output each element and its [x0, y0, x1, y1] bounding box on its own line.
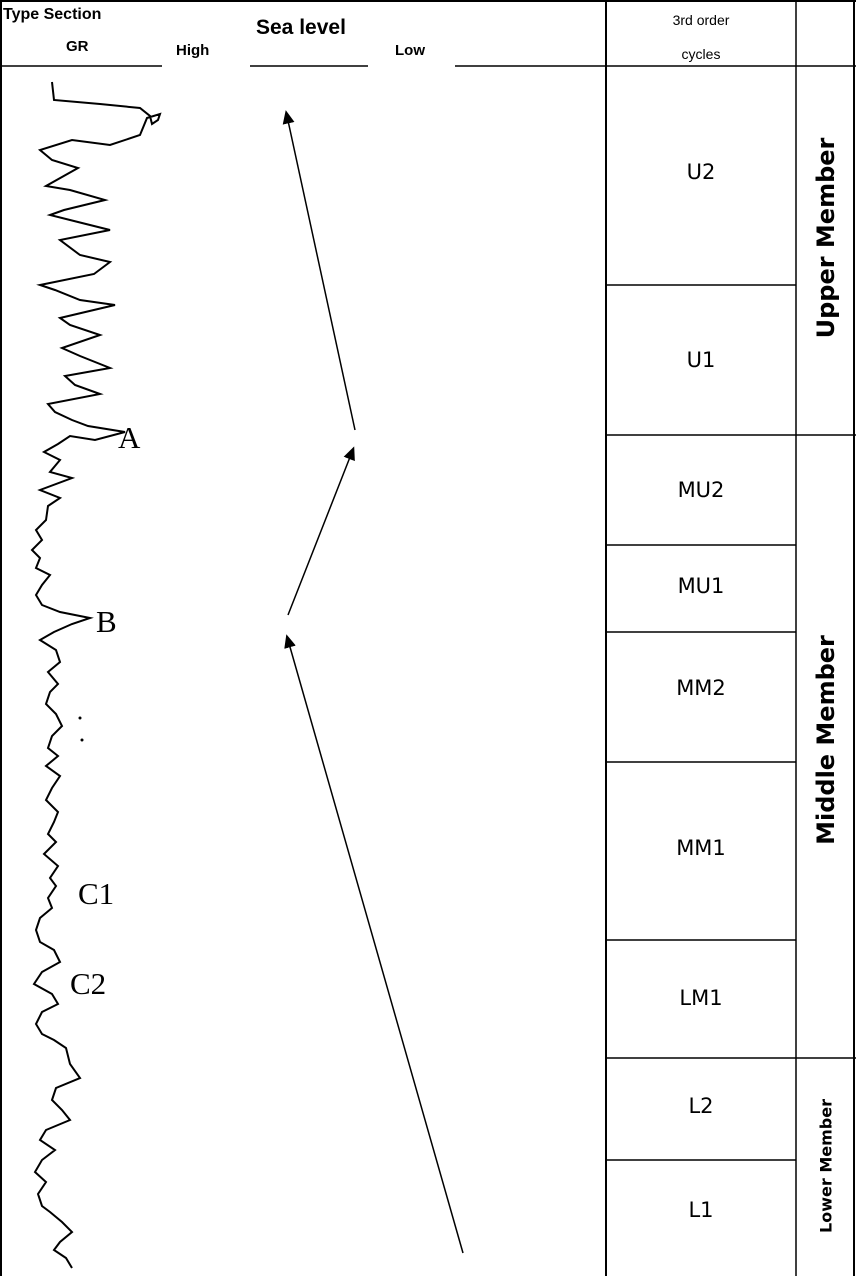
- cycles-header-line1: 3rd order: [672, 12, 730, 28]
- marker-a: A: [118, 420, 141, 455]
- sea-level-arrow-upper: [282, 110, 356, 431]
- type-section-label: Type Section: [3, 6, 102, 23]
- member-upper: Upper Member: [812, 137, 840, 339]
- cycles-header-line2: cycles: [681, 46, 721, 62]
- cycle-mm2: MM2: [676, 676, 726, 700]
- member-middle: Middle Member: [812, 635, 840, 845]
- cycle-lm1: LM1: [679, 986, 723, 1010]
- member-lower: Lower Member: [816, 1099, 836, 1233]
- sea-level-arrow-middle: [287, 446, 355, 616]
- low-label: Low: [395, 42, 425, 59]
- marker-b: B: [96, 604, 117, 639]
- cycle-l1: L1: [688, 1198, 714, 1222]
- cycle-mm1: MM1: [676, 836, 726, 860]
- sea-level-arrow-lower: [284, 634, 464, 1254]
- marker-c1: C1: [78, 876, 115, 911]
- marker-c2: C2: [70, 966, 107, 1001]
- sea-level-label: Sea level: [256, 16, 346, 39]
- gr-label: GR: [66, 38, 89, 55]
- cycle-mu1: MU1: [677, 574, 725, 598]
- cycle-l2: L2: [688, 1094, 714, 1118]
- cycle-mu2: MU2: [677, 478, 725, 502]
- cycle-u1: U1: [686, 348, 716, 372]
- cycle-u2: U2: [686, 160, 716, 184]
- gr-log-trace: [30, 81, 162, 1269]
- high-label: High: [176, 42, 210, 59]
